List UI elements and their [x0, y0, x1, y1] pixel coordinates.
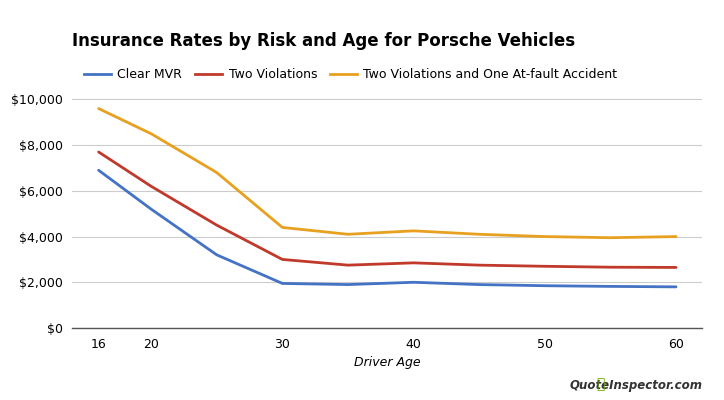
Two Violations and One At-fault Accident: [147, 131, 156, 136]
Two Violations: [212, 223, 221, 228]
Two Violations: [147, 184, 156, 189]
Two Violations and One At-fault Accident: [672, 234, 681, 239]
Two Violations and One At-fault Accident: [540, 234, 549, 239]
Two Violations: [344, 263, 353, 268]
X-axis label: Driver Age: Driver Age: [354, 356, 421, 369]
Two Violations and One At-fault Accident: [606, 235, 615, 240]
Two Violations and One At-fault Accident: [278, 225, 287, 230]
Text: Insurance Rates by Risk and Age for Porsche Vehicles: Insurance Rates by Risk and Age for Pors…: [72, 32, 576, 50]
Two Violations: [94, 150, 103, 154]
Two Violations and One At-fault Accident: [475, 232, 484, 237]
Two Violations: [672, 265, 681, 270]
Two Violations: [540, 264, 549, 269]
Clear MVR: [672, 284, 681, 289]
Two Violations: [475, 263, 484, 268]
Clear MVR: [475, 282, 484, 287]
Line: Clear MVR: Clear MVR: [98, 170, 676, 287]
Two Violations: [606, 265, 615, 270]
Two Violations and One At-fault Accident: [212, 170, 221, 175]
Clear MVR: [94, 168, 103, 173]
Two Violations: [409, 260, 418, 265]
Clear MVR: [212, 252, 221, 257]
Clear MVR: [278, 281, 287, 286]
Line: Two Violations: Two Violations: [98, 152, 676, 268]
Clear MVR: [606, 284, 615, 289]
Line: Two Violations and One At-fault Accident: Two Violations and One At-fault Accident: [98, 108, 676, 238]
Clear MVR: [147, 207, 156, 212]
Two Violations and One At-fault Accident: [344, 232, 353, 237]
Two Violations and One At-fault Accident: [94, 106, 103, 111]
Two Violations and One At-fault Accident: [409, 228, 418, 233]
Clear MVR: [344, 282, 353, 287]
Text: Ⓢ: Ⓢ: [596, 377, 605, 391]
Legend: Clear MVR, Two Violations, Two Violations and One At-fault Accident: Clear MVR, Two Violations, Two Violation…: [79, 63, 622, 86]
Two Violations: [278, 257, 287, 262]
Clear MVR: [540, 283, 549, 288]
Text: QuoteInspector.com: QuoteInspector.com: [569, 379, 702, 392]
Clear MVR: [409, 280, 418, 285]
